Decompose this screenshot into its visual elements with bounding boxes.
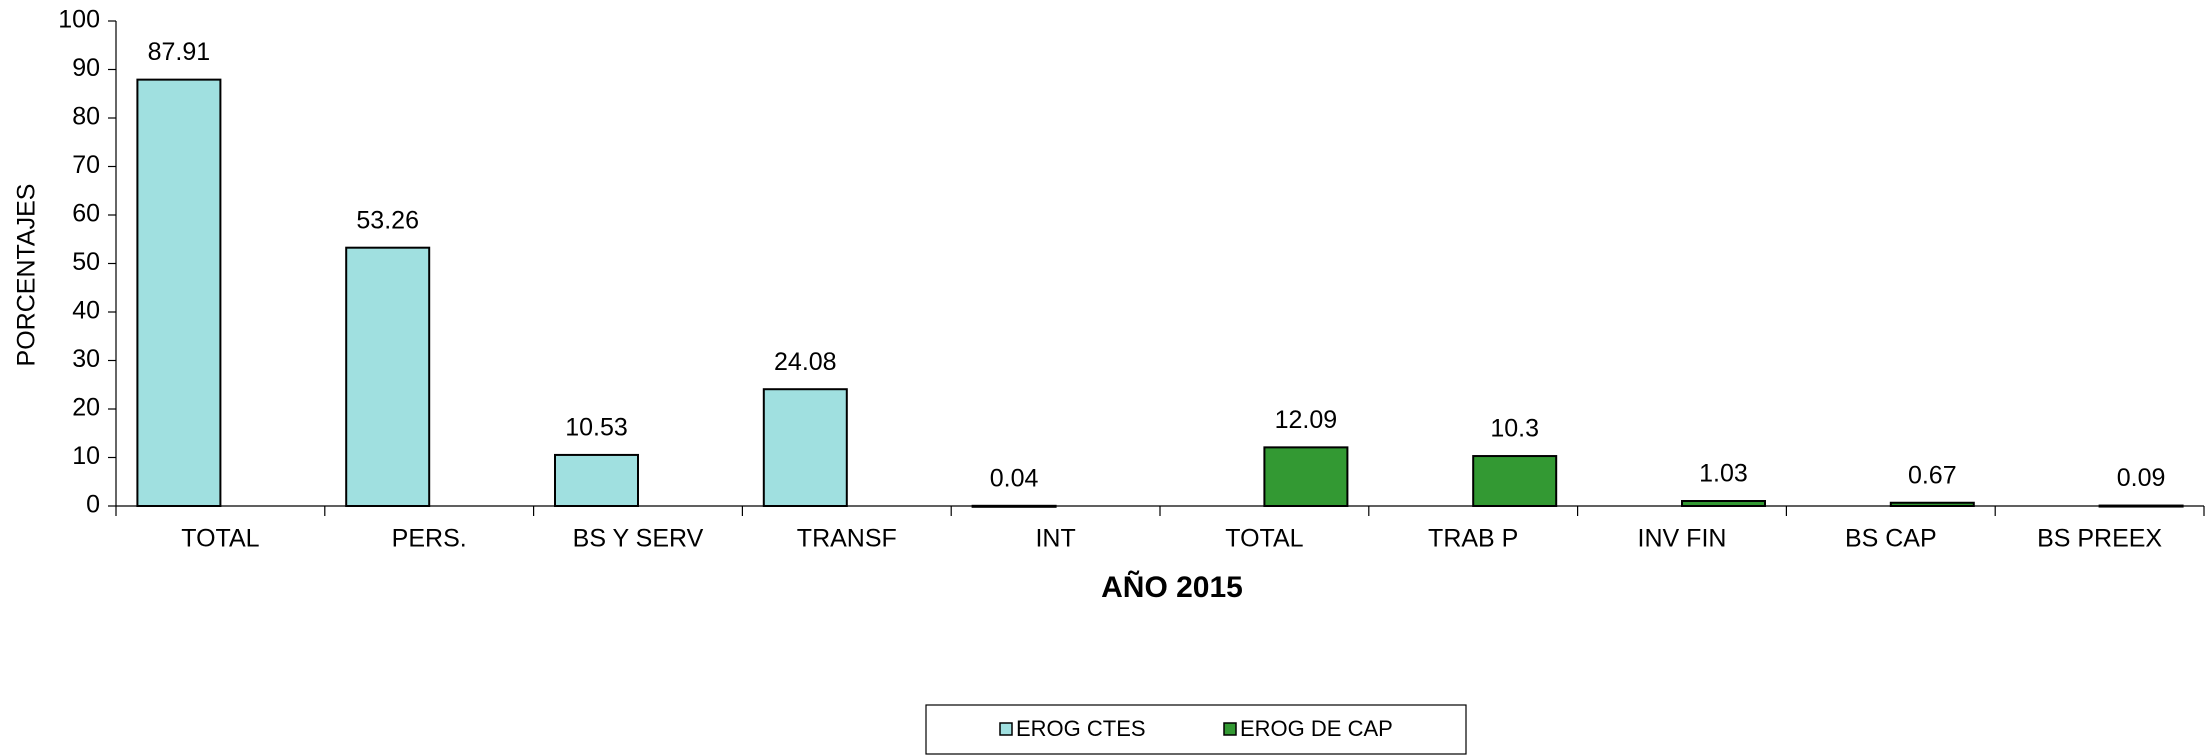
x-tick-label: TRAB P: [1428, 525, 1518, 553]
bar: [345, 246, 431, 507]
x-tick-label: INT: [1035, 525, 1075, 553]
y-tick-label: 100: [58, 6, 100, 34]
x-tick-label: TRANSF: [797, 525, 897, 553]
data-label: 12.09: [1275, 406, 1338, 434]
legend-swatch: [999, 722, 1013, 736]
legend-label: EROG CTES: [1016, 716, 1146, 741]
y-tick-label: 70: [72, 151, 100, 179]
y-tick-label: 20: [72, 394, 100, 422]
y-tick-label: 40: [72, 297, 100, 325]
y-tick-label: 90: [72, 54, 100, 82]
y-tick-label: 30: [72, 345, 100, 373]
bar: [1263, 446, 1349, 507]
legend-label: EROG DE CAP: [1240, 716, 1393, 741]
y-tick-label: 80: [72, 103, 100, 131]
bar: [2098, 504, 2184, 508]
bar: [1681, 500, 1766, 507]
bar: [971, 504, 1057, 508]
x-tick-label: INV FIN: [1638, 525, 1727, 553]
y-tick-label: 0: [86, 491, 100, 519]
data-label: 0.09: [2117, 464, 2166, 492]
x-tick-label: TOTAL: [181, 525, 259, 553]
bar: [1889, 501, 1975, 507]
data-label: 0.04: [990, 464, 1039, 492]
y-tick-label: 50: [72, 248, 100, 276]
x-tick-label: BS PREEX: [2037, 525, 2162, 553]
x-axis-title: AÑO 2015: [1101, 570, 1243, 604]
data-label: 0.67: [1908, 461, 1957, 489]
data-label: 87.91: [148, 38, 211, 66]
data-label: 24.08: [774, 348, 837, 376]
x-tick-label: BS Y SERV: [573, 525, 704, 553]
bar: [136, 78, 222, 507]
x-tick-label: BS CAP: [1845, 525, 1937, 553]
legend-swatch: [1223, 722, 1237, 736]
data-label: 10.53: [565, 414, 628, 442]
y-axis-title: PORCENTAJES: [13, 184, 41, 367]
y-tick-label: 10: [72, 442, 100, 470]
x-tick-label: PERS.: [392, 525, 467, 553]
bar: [554, 453, 639, 508]
y-tick-label: 60: [72, 200, 100, 228]
data-label: 10.3: [1490, 415, 1539, 443]
bar: [762, 388, 848, 508]
data-label: 1.03: [1699, 460, 1748, 488]
bar: [1472, 455, 1558, 508]
legend-box: [925, 704, 1467, 755]
x-tick-label: TOTAL: [1225, 525, 1303, 553]
data-label: 53.26: [356, 206, 419, 234]
